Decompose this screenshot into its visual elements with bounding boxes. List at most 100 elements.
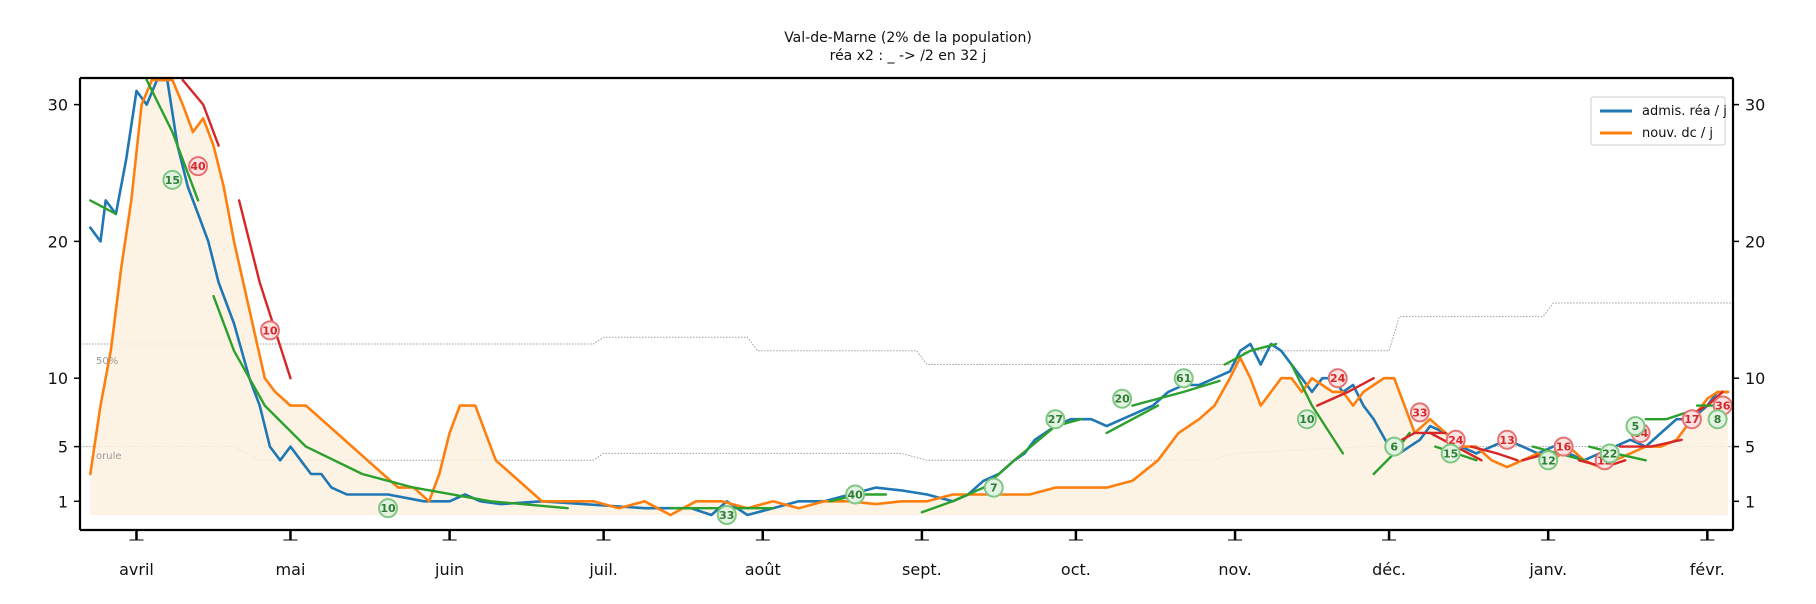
trend-segment-22 [1618,438,1683,448]
badge-11: 24 [1327,368,1348,389]
chart-title: Val-de-Marne (2% de la population) [784,30,1032,46]
badge-label: 17 [1684,413,1699,426]
reference-lines [80,302,1733,461]
trend-segment-12 [1316,377,1375,407]
legend-label-admis: admis. réa / j [1642,104,1727,119]
y-tick-label-left-0: 1 [58,492,68,511]
badge-label: 5 [1632,420,1640,433]
x-tick-label-6: oct. [1061,560,1091,579]
badge-label: 20 [1114,393,1130,406]
badge-25: 8 [1707,409,1728,430]
badge-9: 61 [1173,368,1194,389]
badge-circle [716,505,737,525]
reference-label-lower: orule [96,451,122,462]
badge-circle [378,498,399,519]
x-tick-label-5: sept. [902,560,942,579]
badge-circle [1409,402,1430,423]
badge-label: 33 [1412,406,1427,419]
x-tick-label-9: janv. [1528,560,1567,579]
badge-circle [259,320,280,341]
badge-label: 15 [165,174,180,187]
x-tick-label-3: juil. [588,560,618,579]
badge-label: 15 [1443,447,1458,460]
y-tick-label-left-3: 20 [48,232,68,251]
trend-segment-11 [1290,363,1345,455]
badge-circle [983,477,1004,498]
badge-circle [1384,436,1405,457]
badge-label: 7 [990,482,998,495]
badge-label: 33 [719,509,734,522]
y-tick-label-left-2: 10 [48,369,68,388]
badge-label: 10 [1299,413,1315,426]
x-tick-label-1: mai [276,560,306,579]
badge-circle [1707,409,1728,430]
badge-circle [845,484,866,505]
series-line-0 [89,78,1730,517]
badge-16: 13 [1497,429,1518,450]
badge-circle [1173,368,1194,389]
trend-segment-23 [1644,411,1688,421]
badge-label: 40 [190,160,206,173]
badge-6: 7 [983,477,1004,498]
badge-circle [1497,429,1518,450]
trend-segment-1 [145,78,200,202]
y-tick-label-left-1: 5 [58,438,68,457]
y-tick-label-right-1: 5 [1745,438,1755,457]
badge-circle [1553,436,1574,457]
trend-segment-8 [1105,404,1160,435]
badge-circle [1327,368,1348,389]
trend-segment-9 [1131,379,1221,407]
badge-12: 6 [1384,436,1405,457]
x-tick-label-2: juin [434,560,464,579]
badge-2: 10 [259,320,280,341]
trend-segment-3 [237,199,292,380]
badge-18: 16 [1553,436,1574,457]
badge-20: 22 [1599,443,1620,464]
badge-22: 5 [1625,416,1646,437]
legend-label-deces: nouv. dc / j [1642,126,1713,141]
badge-label: 13 [1499,434,1514,447]
badge-label: 27 [1048,413,1063,426]
badge-circle [1599,443,1620,464]
x-tick-label-4: août [745,560,781,579]
trend-lines [89,78,1730,514]
x-tick-label-8: déc. [1372,560,1406,579]
badge-15: 15 [1440,443,1461,464]
badge-7: 27 [1045,409,1066,430]
badge-10: 10 [1296,409,1317,430]
x-tick-label-10: févr. [1690,560,1725,579]
badge-8: 20 [1112,388,1133,409]
badge-3: 10 [378,498,399,519]
badge-label: 10 [262,324,278,337]
legend: admis. réa / j nouv. dc / j [1590,96,1727,146]
badge-circle [188,156,209,177]
badge-label: 24 [1448,434,1464,447]
badge-circle [1112,388,1133,409]
y-tick-label-right-4: 30 [1745,96,1765,115]
badge-5: 40 [845,484,866,505]
badge-label: 22 [1602,447,1617,460]
badge-label: 8 [1714,413,1722,426]
badge-13: 33 [1409,402,1430,423]
badge-label: 24 [1330,372,1346,385]
reference-label-upper: 50% [96,356,118,367]
badge-label: 10 [380,502,396,515]
reference-line-0 [80,302,1733,365]
badge-23: 17 [1681,409,1702,430]
badge-label: 12 [1541,454,1556,467]
badge-label: 6 [1390,441,1398,454]
badge-label: 61 [1176,372,1191,385]
badge-14: 24 [1445,429,1466,450]
badge-circle [1625,416,1646,437]
chart-subtitle: réa x2 : _ -> /2 en 32 j [830,48,987,64]
badge-label: 16 [1556,441,1572,454]
trend-segment-2 [181,78,220,147]
badge-circle [1045,409,1066,430]
badge-circle [1681,409,1702,430]
badge-circle [1440,443,1461,464]
y-tick-label-right-2: 10 [1745,369,1765,388]
badge-label: 40 [848,488,864,501]
